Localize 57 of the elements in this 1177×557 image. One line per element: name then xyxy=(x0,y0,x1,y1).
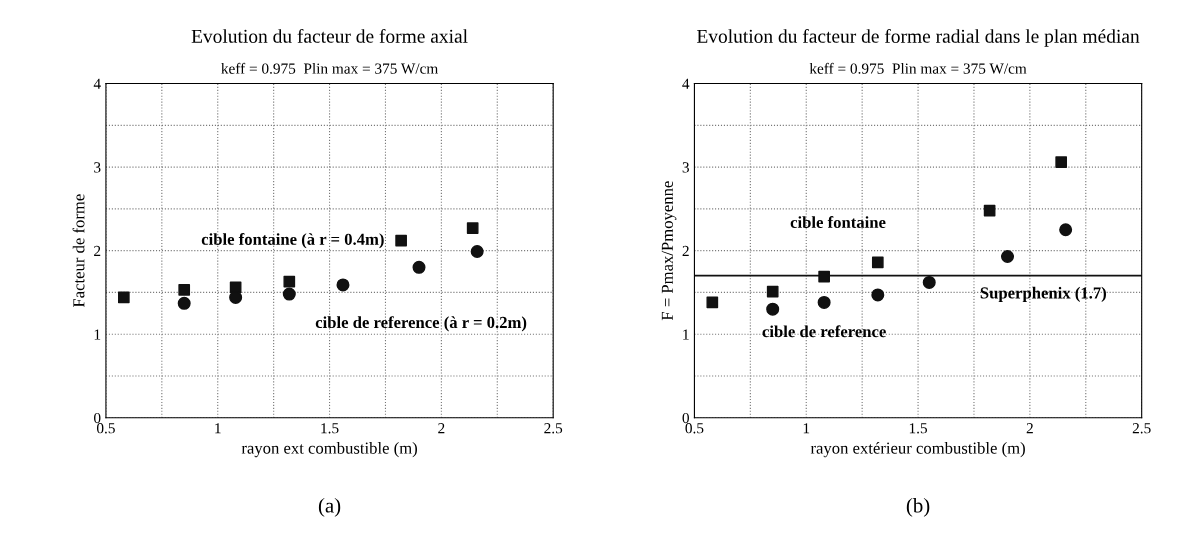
point xyxy=(871,256,884,269)
y-tick-label: 2 xyxy=(682,245,689,256)
x-tick-label: 0.5 xyxy=(685,423,704,434)
series-label: cible fontaine xyxy=(790,216,886,228)
point xyxy=(983,204,996,217)
x-tick-label: 2 xyxy=(1026,423,1033,434)
chart-subtitle: keff = 0.975 Plin max = 375 W/cm xyxy=(809,62,1027,74)
y-axis-title: Facteur de forme xyxy=(72,194,85,308)
y-tick-label: 0 xyxy=(94,412,101,424)
point xyxy=(282,287,296,301)
x-tick-label: 2.5 xyxy=(1132,423,1151,434)
point xyxy=(871,288,885,302)
point xyxy=(1055,156,1068,168)
point xyxy=(817,295,831,309)
y-axis-title: F = Pmax/Pmoyenne xyxy=(661,181,677,321)
text: (a) xyxy=(318,497,341,517)
ref-line-label: Superphenix (1.7) xyxy=(980,286,1106,302)
y-tick-label: 3 xyxy=(94,162,101,173)
x-tick-label: 2 xyxy=(438,423,445,434)
y-tick-label: 3 xyxy=(682,162,689,173)
point xyxy=(706,296,719,309)
point xyxy=(117,291,130,304)
series-label: cible fontaine (à r = 0.4m) xyxy=(201,232,384,249)
point xyxy=(470,244,484,258)
point xyxy=(766,302,780,316)
point xyxy=(1001,249,1015,264)
y-tick-label: 1 xyxy=(94,329,101,340)
x-tick-label: 1.5 xyxy=(321,423,339,434)
point xyxy=(922,275,936,289)
chart-subtitle: keff = 0.975 Plin max = 375 W/cm xyxy=(221,62,439,74)
x-tick-label: 2.5 xyxy=(544,423,563,434)
chart-title: Evolution du facteur de forme axial xyxy=(191,28,468,43)
y-tick-label: 1 xyxy=(683,329,689,340)
series-label: cible de reference xyxy=(762,325,886,338)
y-tick-label: 4 xyxy=(93,78,101,89)
point xyxy=(395,234,407,247)
point xyxy=(283,275,296,288)
x-tick-label: 0.5 xyxy=(96,423,115,434)
point xyxy=(766,285,779,298)
point xyxy=(177,296,191,310)
point xyxy=(412,260,426,274)
text: (b) xyxy=(906,497,930,517)
x-axis-title: rayon ext combustible (m) xyxy=(241,442,417,458)
y-tick-label: 0 xyxy=(682,412,689,424)
point xyxy=(1059,223,1073,237)
x-axis-title: rayon extérieur combustible (m) xyxy=(810,442,1025,458)
x-tick-label: 1 xyxy=(803,423,810,434)
point xyxy=(466,222,479,234)
series-label: cible de reference (à r = 0.2m) xyxy=(315,316,527,332)
point xyxy=(178,284,191,296)
x-tick-label: 1 xyxy=(215,423,221,434)
x-tick-label: 1.5 xyxy=(909,423,928,434)
y-tick-label: 2 xyxy=(94,245,101,256)
point xyxy=(336,278,350,292)
chart-title: Evolution du facteur de forme radial dans le plan médian xyxy=(696,28,1140,47)
y-tick-label: 4 xyxy=(682,78,690,89)
point xyxy=(818,270,830,283)
